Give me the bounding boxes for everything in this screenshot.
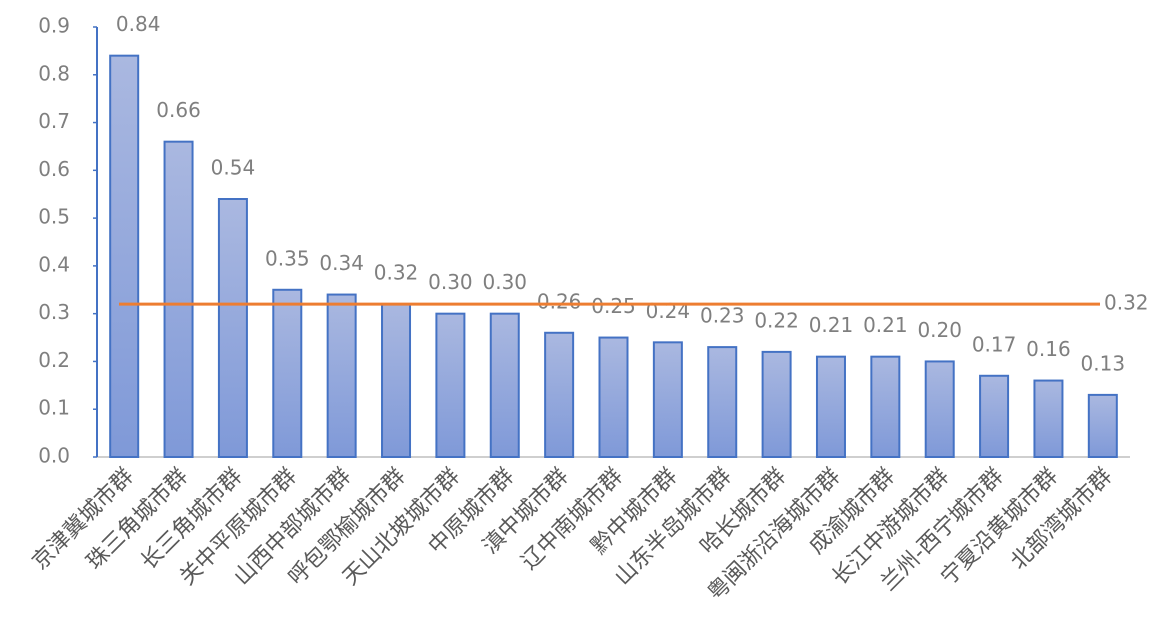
- value-label: 0.20: [917, 318, 962, 342]
- bar: [598, 336, 629, 458]
- bar: [761, 350, 792, 458]
- y-tick-label: 0.6: [38, 157, 70, 181]
- y-tick-label: 0.9: [38, 14, 70, 38]
- bar: [870, 355, 901, 458]
- bar: [435, 312, 466, 458]
- value-label: 0.54: [211, 156, 256, 180]
- bar: [217, 198, 248, 458]
- value-label: 0.66: [156, 98, 201, 122]
- y-tick-label: 0.2: [38, 348, 70, 372]
- y-tick-label: 0.8: [38, 61, 70, 85]
- value-label: 0.30: [482, 270, 527, 294]
- value-label: 0.21: [863, 313, 908, 337]
- value-label: 0.30: [428, 270, 473, 294]
- bar: [1087, 393, 1118, 458]
- bar: [815, 355, 846, 458]
- value-label: 0.35: [265, 246, 310, 270]
- bar: [544, 331, 575, 458]
- value-label: 0.84: [116, 12, 161, 36]
- bar: [979, 374, 1010, 458]
- bar: [707, 346, 738, 458]
- value-label: 0.21: [809, 313, 854, 337]
- y-tick-label: 0.5: [38, 205, 70, 229]
- y-tick-label: 0.1: [38, 396, 70, 420]
- bar: [109, 54, 140, 459]
- value-label: 0.26: [537, 289, 582, 313]
- y-tick-label: 0.0: [38, 444, 70, 468]
- bar: [489, 312, 520, 458]
- value-label: 0.24: [646, 299, 691, 323]
- value-label: 0.32: [374, 261, 419, 285]
- value-label: 0.13: [1081, 351, 1126, 375]
- bar: [272, 288, 303, 458]
- bar: [1033, 379, 1064, 458]
- reference-label: 0.32: [1104, 291, 1149, 315]
- bar: [326, 293, 357, 458]
- bar: [381, 303, 412, 458]
- bar: [163, 140, 194, 459]
- value-label: 0.22: [754, 308, 799, 332]
- value-label: 0.34: [319, 251, 364, 275]
- value-label: 0.23: [700, 304, 745, 328]
- bar: [924, 360, 955, 459]
- value-label: 0.17: [972, 332, 1017, 356]
- y-tick-label: 0.4: [38, 252, 70, 276]
- y-tick-label: 0.3: [38, 300, 70, 324]
- value-label: 0.25: [591, 294, 636, 318]
- bar: [652, 341, 683, 459]
- value-label: 0.16: [1026, 337, 1071, 361]
- y-tick-label: 0.7: [38, 109, 70, 133]
